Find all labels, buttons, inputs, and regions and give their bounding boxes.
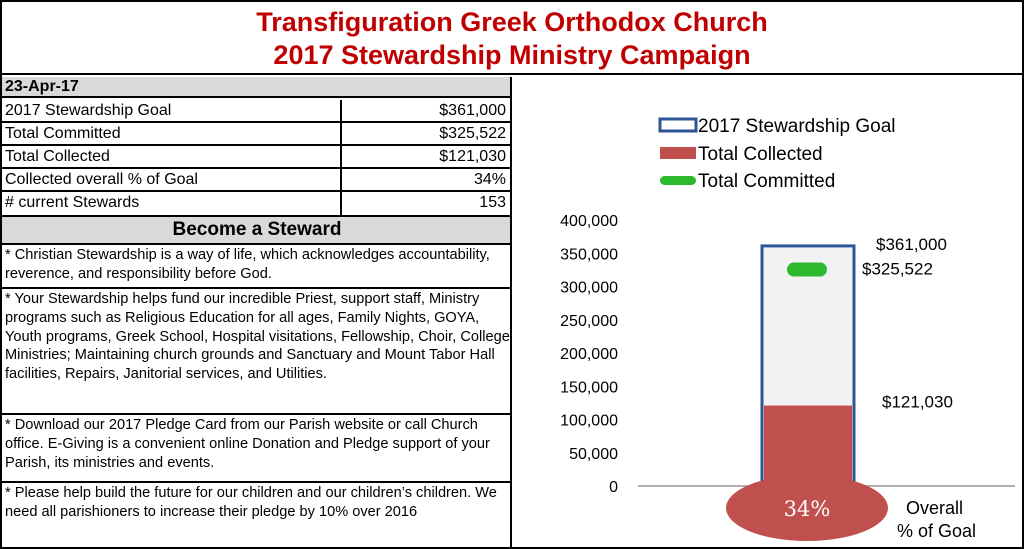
report-date: 23-Apr-17 xyxy=(2,77,512,98)
overall-label-line1: Overall xyxy=(906,498,963,518)
steward-paragraph-1: * Christian Stewardship is a way of life… xyxy=(2,245,512,289)
legend-goal-label: 2017 Stewardship Goal xyxy=(698,116,896,137)
committed-value-label: $325,522 xyxy=(862,260,933,279)
y-tick-label: 300,000 xyxy=(560,280,618,297)
goal-value-label: $361,000 xyxy=(876,235,947,254)
legend-collected-swatch xyxy=(660,147,696,159)
stat-row-collected: Total Collected $121,030 xyxy=(2,146,512,169)
y-tick-label: 250,000 xyxy=(560,313,618,330)
chart-legend: 2017 Stewardship Goal Total Collected Tota… xyxy=(658,116,896,192)
steward-paragraph-3: * Download our 2017 Pledge Card from our… xyxy=(2,415,512,483)
y-axis: 0 50,000 100,000 150,000 200,000 250,000 300,0… xyxy=(560,213,1015,496)
stat-row-stewards: # current Stewards 153 xyxy=(2,192,512,216)
cell-divider xyxy=(340,192,342,216)
cell-divider xyxy=(340,169,342,192)
stat-label: # current Stewards xyxy=(5,194,140,211)
legend-collected-label: Total Collected xyxy=(698,144,823,165)
cell-divider xyxy=(340,123,342,146)
stat-row-percent: Collected overall % of Goal 34% xyxy=(2,169,512,192)
stat-row-committed: Total Committed $325,522 xyxy=(2,123,512,146)
collected-value-label: $121,030 xyxy=(882,393,953,412)
chart-annotations: $361,000 $325,522 $121,030 Overall % of Goal xyxy=(862,235,976,541)
stat-label: 2017 Stewardship Goal xyxy=(5,102,172,119)
y-tick-label: 100,000 xyxy=(560,413,618,430)
stat-label: Total Collected xyxy=(5,148,110,165)
steward-paragraph-4: * Please help build the future for our c… xyxy=(5,485,497,520)
stat-row-goal: 2017 Stewardship Goal $361,000 xyxy=(2,100,512,123)
thermometer-bulb xyxy=(726,475,888,541)
become-steward-heading: Become a Steward xyxy=(2,215,512,245)
panel-divider xyxy=(510,77,512,547)
steward-paragraph-2: * Your Stewardship helps fund our incred… xyxy=(2,289,512,415)
stat-value: $361,000 xyxy=(439,102,506,119)
stat-label: Total Committed xyxy=(5,125,121,142)
chart-bars: 34% xyxy=(726,244,888,541)
y-tick-label: 400,000 xyxy=(560,213,618,230)
collected-bar xyxy=(764,405,852,486)
committed-marker xyxy=(787,262,827,277)
legend-committed-swatch xyxy=(660,176,696,185)
stat-value: $325,522 xyxy=(439,125,506,142)
page-header: Transfiguration Greek Orthodox Church 20… xyxy=(2,2,1022,75)
cell-divider xyxy=(340,146,342,169)
header-title-line2: 2017 Stewardship Ministry Campaign xyxy=(273,40,751,70)
stat-value: $121,030 xyxy=(439,148,506,165)
stat-label: Collected overall % of Goal xyxy=(5,171,198,188)
stat-value: 34% xyxy=(473,171,506,188)
overall-label-line2: % of Goal xyxy=(897,521,976,541)
y-tick-label: 0 xyxy=(609,479,618,496)
thermometer-chart: 2017 Stewardship Goal Total Collected Tota… xyxy=(512,77,1022,547)
percent-label: 34% xyxy=(784,497,831,521)
stat-value: 153 xyxy=(479,194,506,211)
y-tick-label: 150,000 xyxy=(560,379,618,396)
cell-divider xyxy=(340,100,342,123)
y-tick-label: 200,000 xyxy=(560,346,618,363)
info-panel: 23-Apr-17 2017 Stewardship Goal $361,000… xyxy=(2,77,512,547)
header-title-line1: Transfiguration Greek Orthodox Church xyxy=(256,7,768,37)
legend-committed-label: Total Committed xyxy=(698,171,835,192)
y-tick-label: 50,000 xyxy=(569,446,618,463)
chart-svg: 2017 Stewardship Goal Total Collected Tota… xyxy=(560,116,1015,541)
y-tick-label: 350,000 xyxy=(560,246,618,263)
legend-goal-swatch xyxy=(658,117,698,133)
